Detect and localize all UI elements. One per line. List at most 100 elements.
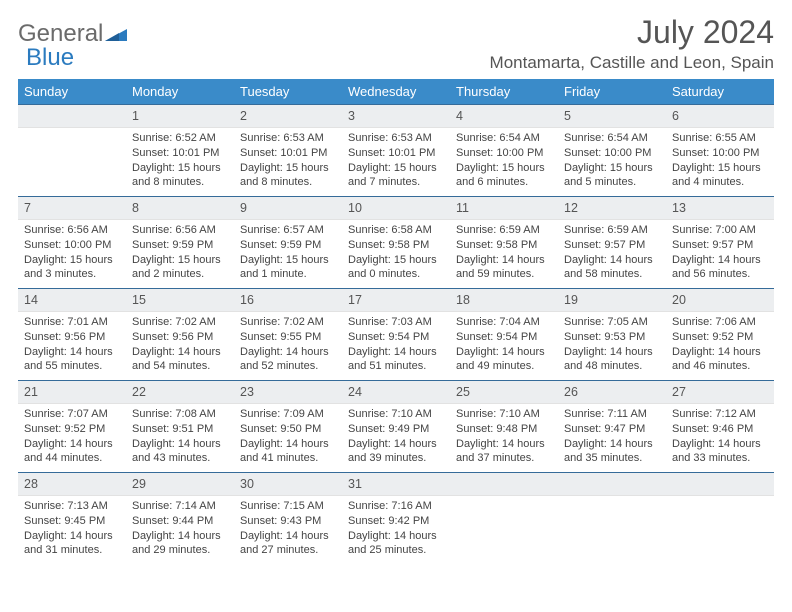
day-content: Sunrise: 7:06 AMSunset: 9:52 PMDaylight:… [666, 312, 774, 378]
daylight-line: Daylight: 14 hours and 46 minutes. [672, 345, 768, 375]
calendar-day-cell: 2Sunrise: 6:53 AMSunset: 10:01 PMDayligh… [234, 104, 342, 196]
daylight-line: Daylight: 14 hours and 39 minutes. [348, 437, 444, 467]
day-content: Sunrise: 6:54 AMSunset: 10:00 PMDaylight… [450, 128, 558, 194]
day-number: 4 [450, 104, 558, 128]
sunset-line: Sunset: 9:59 PM [240, 238, 336, 253]
day-content: Sunrise: 6:53 AMSunset: 10:01 PMDaylight… [342, 128, 450, 194]
sunset-line: Sunset: 9:54 PM [456, 330, 552, 345]
sunset-line: Sunset: 10:00 PM [672, 146, 768, 161]
daylight-line: Daylight: 14 hours and 43 minutes. [132, 437, 228, 467]
sunrise-line: Sunrise: 7:00 AM [672, 223, 768, 238]
sunrise-line: Sunrise: 7:03 AM [348, 315, 444, 330]
day-number: 6 [666, 104, 774, 128]
sunset-line: Sunset: 9:50 PM [240, 422, 336, 437]
sunrise-line: Sunrise: 7:13 AM [24, 499, 120, 514]
sunrise-line: Sunrise: 6:52 AM [132, 131, 228, 146]
sunrise-line: Sunrise: 7:02 AM [240, 315, 336, 330]
sunrise-line: Sunrise: 6:59 AM [456, 223, 552, 238]
sunset-line: Sunset: 9:56 PM [24, 330, 120, 345]
daylight-line: Daylight: 14 hours and 29 minutes. [132, 529, 228, 559]
day-content: Sunrise: 6:56 AMSunset: 9:59 PMDaylight:… [126, 220, 234, 286]
day-content: Sunrise: 6:59 AMSunset: 9:57 PMDaylight:… [558, 220, 666, 286]
daylight-line: Daylight: 15 hours and 1 minute. [240, 253, 336, 283]
sunset-line: Sunset: 10:00 PM [24, 238, 120, 253]
day-number: 8 [126, 196, 234, 220]
weekday-header: Friday [558, 79, 666, 104]
day-content: Sunrise: 7:09 AMSunset: 9:50 PMDaylight:… [234, 404, 342, 470]
sunset-line: Sunset: 9:55 PM [240, 330, 336, 345]
day-number: 12 [558, 196, 666, 220]
calendar-row: 28Sunrise: 7:13 AMSunset: 9:45 PMDayligh… [18, 472, 774, 564]
daylight-line: Daylight: 14 hours and 35 minutes. [564, 437, 660, 467]
calendar-day-cell: 26Sunrise: 7:11 AMSunset: 9:47 PMDayligh… [558, 380, 666, 472]
sunrise-line: Sunrise: 7:02 AM [132, 315, 228, 330]
day-content: Sunrise: 6:58 AMSunset: 9:58 PMDaylight:… [342, 220, 450, 286]
weekday-header: Thursday [450, 79, 558, 104]
day-number-empty [450, 472, 558, 496]
daylight-line: Daylight: 14 hours and 41 minutes. [240, 437, 336, 467]
day-number: 28 [18, 472, 126, 496]
calendar-day-cell: 24Sunrise: 7:10 AMSunset: 9:49 PMDayligh… [342, 380, 450, 472]
weekday-header: Saturday [666, 79, 774, 104]
sunset-line: Sunset: 10:00 PM [456, 146, 552, 161]
day-content: Sunrise: 7:02 AMSunset: 9:56 PMDaylight:… [126, 312, 234, 378]
calendar-day-cell: 19Sunrise: 7:05 AMSunset: 9:53 PMDayligh… [558, 288, 666, 380]
sunrise-line: Sunrise: 6:59 AM [564, 223, 660, 238]
sunset-line: Sunset: 9:53 PM [564, 330, 660, 345]
day-number: 27 [666, 380, 774, 404]
calendar-row: 1Sunrise: 6:52 AMSunset: 10:01 PMDayligh… [18, 104, 774, 196]
day-number: 24 [342, 380, 450, 404]
day-number: 29 [126, 472, 234, 496]
sunset-line: Sunset: 9:54 PM [348, 330, 444, 345]
day-content: Sunrise: 7:01 AMSunset: 9:56 PMDaylight:… [18, 312, 126, 378]
day-number: 11 [450, 196, 558, 220]
calendar-row: 21Sunrise: 7:07 AMSunset: 9:52 PMDayligh… [18, 380, 774, 472]
calendar-day-cell: 28Sunrise: 7:13 AMSunset: 9:45 PMDayligh… [18, 472, 126, 564]
day-number: 13 [666, 196, 774, 220]
day-number: 21 [18, 380, 126, 404]
weekday-row: SundayMondayTuesdayWednesdayThursdayFrid… [18, 79, 774, 104]
day-content: Sunrise: 7:02 AMSunset: 9:55 PMDaylight:… [234, 312, 342, 378]
day-content: Sunrise: 6:57 AMSunset: 9:59 PMDaylight:… [234, 220, 342, 286]
daylight-line: Daylight: 15 hours and 4 minutes. [672, 161, 768, 191]
sunset-line: Sunset: 9:51 PM [132, 422, 228, 437]
day-number: 2 [234, 104, 342, 128]
calendar-day-cell: 21Sunrise: 7:07 AMSunset: 9:52 PMDayligh… [18, 380, 126, 472]
sunset-line: Sunset: 9:43 PM [240, 514, 336, 529]
sunset-line: Sunset: 9:59 PM [132, 238, 228, 253]
day-content: Sunrise: 7:04 AMSunset: 9:54 PMDaylight:… [450, 312, 558, 378]
sunset-line: Sunset: 9:42 PM [348, 514, 444, 529]
calendar-day-cell: 11Sunrise: 6:59 AMSunset: 9:58 PMDayligh… [450, 196, 558, 288]
sunrise-line: Sunrise: 6:54 AM [456, 131, 552, 146]
sunrise-line: Sunrise: 7:05 AM [564, 315, 660, 330]
location: Montamarta, Castille and Leon, Spain [490, 53, 774, 73]
header: General July 2024 Montamarta, Castille a… [18, 14, 774, 73]
day-content: Sunrise: 7:00 AMSunset: 9:57 PMDaylight:… [666, 220, 774, 286]
daylight-line: Daylight: 15 hours and 5 minutes. [564, 161, 660, 191]
day-number: 1 [126, 104, 234, 128]
day-number: 9 [234, 196, 342, 220]
daylight-line: Daylight: 14 hours and 37 minutes. [456, 437, 552, 467]
sunrise-line: Sunrise: 7:08 AM [132, 407, 228, 422]
daylight-line: Daylight: 15 hours and 8 minutes. [240, 161, 336, 191]
sunset-line: Sunset: 9:56 PM [132, 330, 228, 345]
calendar-body: 1Sunrise: 6:52 AMSunset: 10:01 PMDayligh… [18, 104, 774, 564]
weekday-header: Wednesday [342, 79, 450, 104]
day-number: 10 [342, 196, 450, 220]
sunset-line: Sunset: 10:00 PM [564, 146, 660, 161]
day-number-empty [18, 104, 126, 128]
weekday-header: Tuesday [234, 79, 342, 104]
calendar-day-cell: 23Sunrise: 7:09 AMSunset: 9:50 PMDayligh… [234, 380, 342, 472]
daylight-line: Daylight: 15 hours and 7 minutes. [348, 161, 444, 191]
sunrise-line: Sunrise: 6:56 AM [24, 223, 120, 238]
calendar-table: SundayMondayTuesdayWednesdayThursdayFrid… [18, 79, 774, 564]
calendar-empty-cell [666, 472, 774, 564]
calendar-day-cell: 15Sunrise: 7:02 AMSunset: 9:56 PMDayligh… [126, 288, 234, 380]
daylight-line: Daylight: 14 hours and 56 minutes. [672, 253, 768, 283]
day-number: 14 [18, 288, 126, 312]
calendar-empty-cell [558, 472, 666, 564]
day-content: Sunrise: 7:11 AMSunset: 9:47 PMDaylight:… [558, 404, 666, 470]
sunrise-line: Sunrise: 7:16 AM [348, 499, 444, 514]
logo: General [18, 14, 127, 48]
day-number: 16 [234, 288, 342, 312]
